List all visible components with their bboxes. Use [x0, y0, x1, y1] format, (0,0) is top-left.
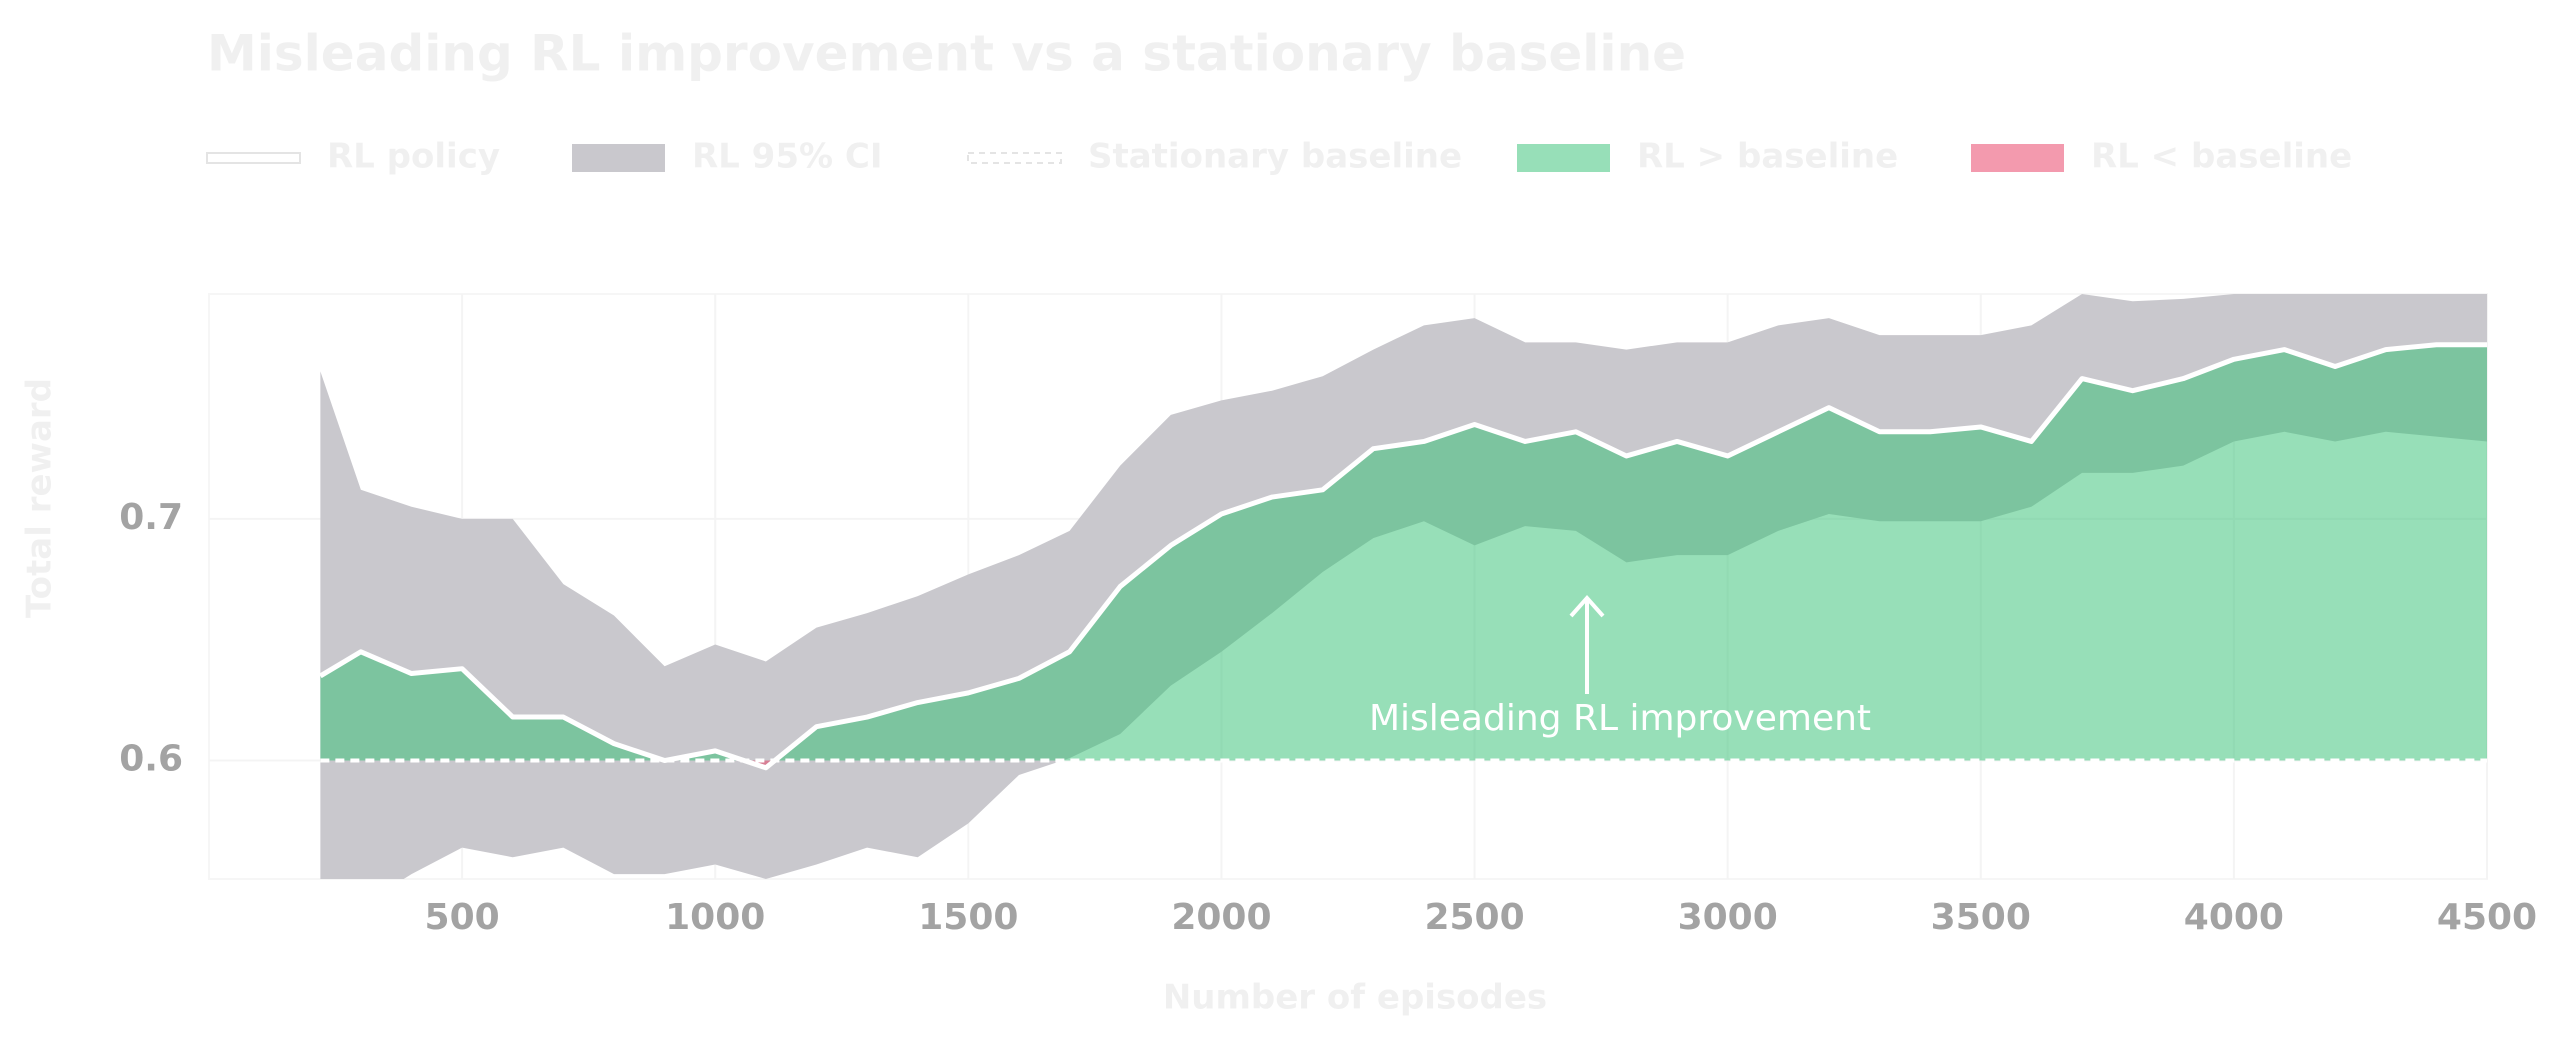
plot-area	[319, 294, 2487, 879]
y-axis-label: Total reward	[20, 378, 60, 618]
x-tick-label: 1500	[918, 897, 1018, 938]
legend-swatch	[1971, 144, 2064, 172]
line	[319, 342, 2487, 771]
legend-swatch	[967, 152, 1062, 164]
annotation: Misleading RL improvement	[1369, 698, 1871, 739]
x-tick-label: 2000	[1171, 897, 1271, 938]
annotation-arrowhead	[1569, 594, 1605, 618]
x-tick-label: 4000	[2184, 897, 2284, 938]
legend-swatch	[206, 152, 301, 164]
y-tick-label: 0.7	[119, 497, 183, 538]
y-tick-label: 0.6	[119, 739, 183, 780]
legend-swatch	[572, 144, 665, 172]
legend-label: RL > baseline	[1637, 137, 1898, 177]
legend-label: Stationary baseline	[1088, 137, 1462, 177]
legend-label: RL 95% CI	[692, 137, 883, 177]
above-fill	[320, 344, 2487, 761]
x-tick-label: 3500	[1931, 897, 2031, 938]
x-tick-label: 1000	[665, 897, 765, 938]
x-tick-label: 3000	[1678, 897, 1778, 938]
legend-label: RL policy	[327, 137, 500, 177]
legend: RL policy RL 95% CI Stationary baseline RL …	[206, 137, 2352, 177]
x-tick-label: 500	[425, 897, 500, 938]
chart-title: Misleading RL improvement vs a stationar…	[207, 25, 1686, 83]
x-axis-label: Number of episodes	[1163, 978, 1547, 1018]
x-tick-label: 2500	[1424, 897, 1524, 938]
x-tick-label: 4500	[2437, 897, 2537, 938]
legend-label: RL < baseline	[2091, 137, 2352, 177]
legend-swatch	[1517, 144, 1610, 172]
